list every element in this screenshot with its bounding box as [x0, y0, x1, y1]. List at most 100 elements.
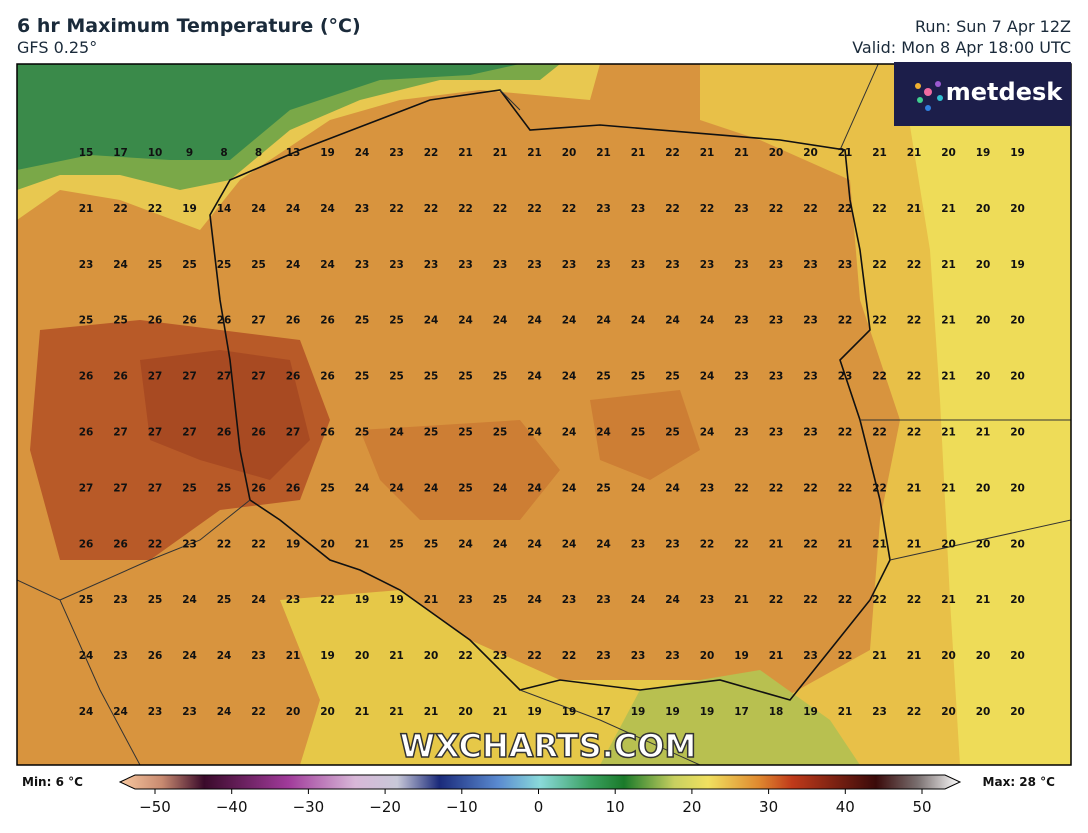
grid-value: 23 — [458, 594, 473, 606]
grid-value: 21 — [389, 706, 404, 718]
grid-value: 25 — [424, 371, 439, 383]
colorbar-tick-label: −20 — [369, 798, 401, 816]
grid-value: 25 — [631, 371, 646, 383]
grid-value: 22 — [769, 594, 784, 606]
grid-value: 23 — [148, 706, 163, 718]
grid-value: 20 — [1010, 427, 1025, 439]
grid-value: 23 — [355, 259, 370, 271]
grid-value: 21 — [976, 594, 991, 606]
grid-value: 26 — [251, 482, 266, 494]
colorbar-tick-label: 0 — [534, 798, 544, 816]
grid-value: 20 — [1010, 538, 1025, 550]
grid-value: 24 — [79, 650, 94, 662]
grid-value: 21 — [907, 147, 922, 159]
grid-value: 24 — [596, 538, 611, 550]
grid-value: 25 — [355, 371, 370, 383]
grid-value: 26 — [113, 538, 128, 550]
grid-value: 23 — [562, 259, 577, 271]
grid-value: 22 — [389, 203, 404, 215]
grid-value: 22 — [734, 538, 749, 550]
grid-value: 21 — [458, 147, 473, 159]
colorbar — [118, 774, 962, 790]
grid-value: 25 — [217, 482, 232, 494]
grid-value: 27 — [113, 427, 128, 439]
colorbar-ticks: −50 −40 −30 −20 −10 0 10 20 30 40 50 — [139, 789, 932, 816]
grid-value: 25 — [458, 482, 473, 494]
grid-value: 24 — [562, 538, 577, 550]
value-grid: 15 17 10 9 8 8 13 19 24 23 22 21 21 21 20 21 21 22 21 21 20 2… — [79, 147, 1025, 718]
grid-value: 23 — [355, 203, 370, 215]
grid-value: 19 — [700, 706, 715, 718]
grid-value: 24 — [493, 315, 508, 327]
grid-value: 17 — [734, 706, 749, 718]
grid-value: 23 — [251, 650, 266, 662]
grid-value: 20 — [1010, 594, 1025, 606]
grid-value: 23 — [734, 371, 749, 383]
grid-value: 25 — [596, 371, 611, 383]
grid-value: 20 — [976, 650, 991, 662]
grid-value: 23 — [803, 427, 818, 439]
grid-value: 24 — [355, 147, 370, 159]
grid-value: 24 — [458, 538, 473, 550]
grid-value: 21 — [389, 650, 404, 662]
grid-value: 22 — [217, 538, 232, 550]
grid-value: 23 — [872, 706, 887, 718]
grid-value: 25 — [424, 427, 439, 439]
grid-value: 19 — [976, 147, 991, 159]
grid-value: 21 — [596, 147, 611, 159]
grid-value: 24 — [631, 315, 646, 327]
grid-value: 25 — [458, 427, 473, 439]
grid-value: 17 — [113, 147, 128, 159]
grid-value: 23 — [596, 203, 611, 215]
grid-value: 17 — [596, 706, 611, 718]
grid-value: 27 — [251, 371, 266, 383]
grid-value: 20 — [424, 650, 439, 662]
grid-value: 23 — [631, 538, 646, 550]
grid-value: 19 — [527, 706, 542, 718]
grid-value: 24 — [286, 259, 301, 271]
grid-value: 25 — [355, 315, 370, 327]
grid-value: 24 — [596, 315, 611, 327]
grid-value: 23 — [700, 594, 715, 606]
grid-value: 24 — [389, 482, 404, 494]
grid-value: 21 — [838, 706, 853, 718]
grid-value: 21 — [976, 427, 991, 439]
grid-value: 23 — [803, 259, 818, 271]
grid-value: 20 — [1010, 371, 1025, 383]
grid-value: 22 — [872, 427, 887, 439]
colorbar-tick-label: 10 — [606, 798, 625, 816]
grid-value: 22 — [700, 538, 715, 550]
grid-value: 26 — [182, 315, 197, 327]
grid-value: 23 — [182, 538, 197, 550]
grid-value: 23 — [803, 315, 818, 327]
title: 6 hr Maximum Temperature (°C) — [17, 15, 361, 37]
grid-value: 24 — [665, 594, 680, 606]
grid-value: 24 — [424, 482, 439, 494]
grid-value: 24 — [562, 427, 577, 439]
grid-value: 24 — [493, 538, 508, 550]
grid-value: 20 — [1010, 706, 1025, 718]
grid-value: 23 — [700, 482, 715, 494]
grid-value: 22 — [803, 594, 818, 606]
grid-value: 22 — [562, 650, 577, 662]
grid-value: 25 — [79, 594, 94, 606]
grid-value: 22 — [493, 203, 508, 215]
grid-value: 22 — [872, 315, 887, 327]
grid-value: 20 — [976, 259, 991, 271]
grid-value: 27 — [217, 371, 232, 383]
grid-value: 22 — [251, 538, 266, 550]
grid-value: 26 — [320, 315, 335, 327]
grid-value: 27 — [182, 427, 197, 439]
grid-value: 22 — [872, 259, 887, 271]
grid-value: 23 — [838, 259, 853, 271]
grid-value: 26 — [148, 315, 163, 327]
grid-value: 24 — [562, 371, 577, 383]
grid-value: 23 — [631, 650, 646, 662]
grid-value: 23 — [113, 650, 128, 662]
colorbar-tick-label: 20 — [682, 798, 701, 816]
grid-value: 23 — [665, 259, 680, 271]
grid-value: 26 — [148, 650, 163, 662]
grid-value: 20 — [976, 371, 991, 383]
grid-value: 26 — [286, 482, 301, 494]
grid-value: 22 — [320, 594, 335, 606]
